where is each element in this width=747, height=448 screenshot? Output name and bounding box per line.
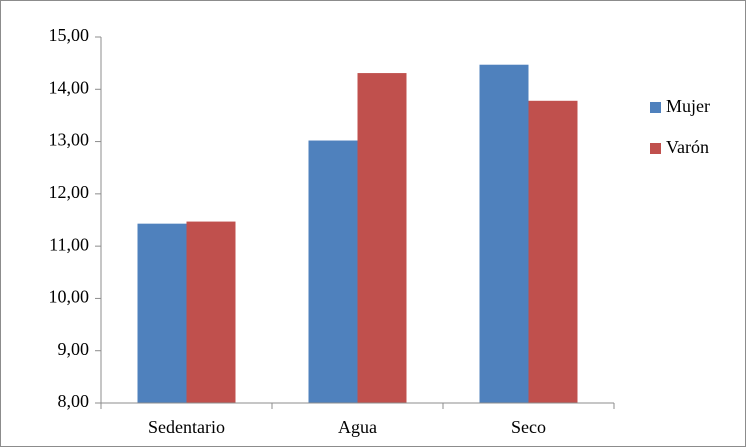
bar — [357, 73, 407, 403]
y-tick-label: 10,00 — [49, 287, 90, 307]
legend-swatch — [650, 102, 661, 113]
legend-label: Varón — [666, 137, 709, 157]
x-tick-label: Sedentario — [148, 417, 225, 437]
legend-label: Mujer — [666, 96, 710, 116]
bar — [186, 221, 236, 403]
y-tick-label: 13,00 — [49, 130, 90, 150]
y-tick-label: 12,00 — [49, 182, 90, 202]
y-tick-label: 15,00 — [49, 25, 90, 45]
y-tick-label: 8,00 — [58, 391, 90, 411]
y-tick-label: 11,00 — [49, 234, 89, 254]
legend-swatch — [650, 143, 661, 154]
x-tick-label: Seco — [511, 417, 546, 437]
y-tick-label: 14,00 — [49, 77, 90, 97]
bar — [308, 140, 358, 404]
bar — [479, 64, 529, 403]
y-tick-label: 9,00 — [58, 339, 90, 359]
bar — [528, 100, 578, 403]
bar — [137, 223, 187, 403]
x-tick-label: Agua — [338, 417, 377, 437]
